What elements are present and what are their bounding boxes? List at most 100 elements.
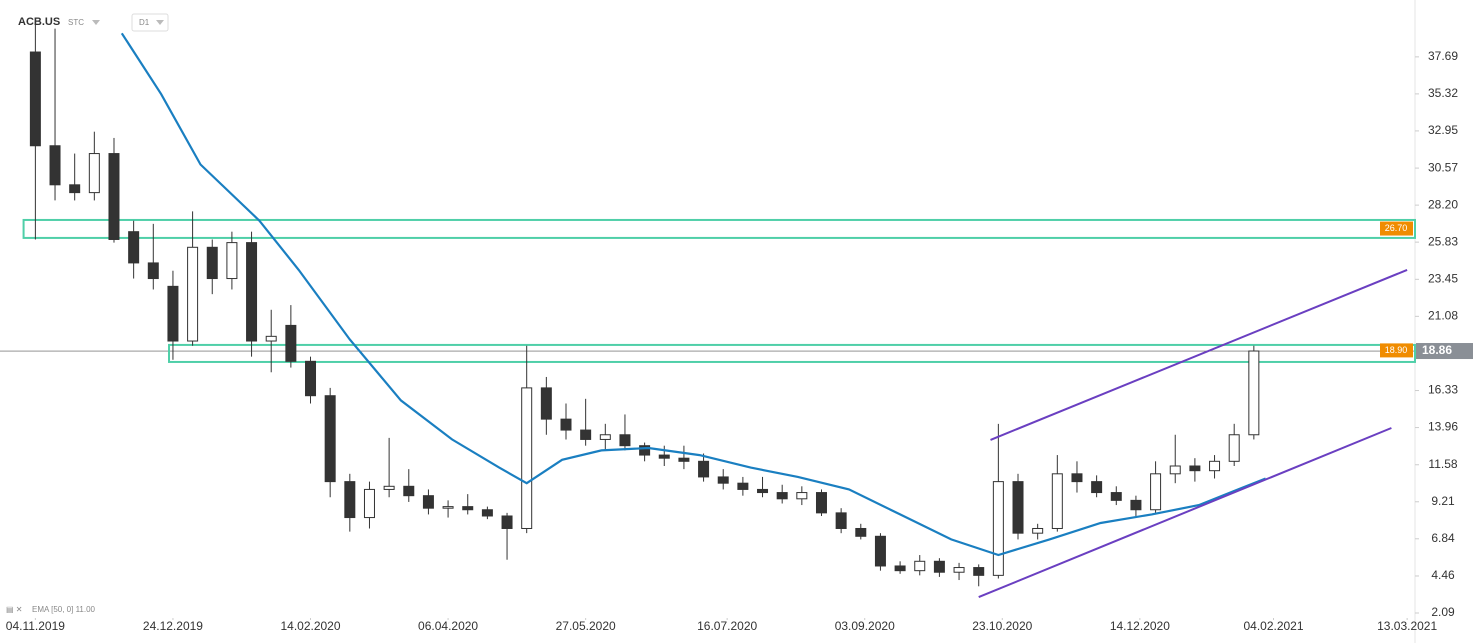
y-tick-label: 2.09 — [1431, 605, 1455, 619]
y-tick-label: 16.33 — [1428, 383, 1458, 397]
candle-body — [914, 560, 926, 572]
candle-body — [246, 242, 258, 342]
candle-body — [363, 488, 375, 519]
zone-level-label: 18.90 — [1385, 345, 1408, 355]
candle-body — [305, 360, 317, 397]
candle-body — [265, 335, 277, 342]
candle-body — [757, 488, 769, 494]
candle-body — [1248, 350, 1260, 436]
zone-level-label: 26.70 — [1385, 223, 1408, 233]
x-tick-label: 13.03.2021 — [1377, 619, 1437, 633]
y-tick-label: 13.96 — [1428, 420, 1458, 434]
y-tick-label: 30.57 — [1428, 160, 1458, 174]
candle-body — [226, 242, 238, 280]
candle-body — [344, 481, 356, 519]
y-tick-label: 28.20 — [1428, 197, 1458, 211]
candle-body — [403, 485, 415, 497]
ema-line — [120, 32, 1267, 557]
candle-body — [88, 153, 100, 194]
x-tick-label: 27.05.2020 — [556, 619, 616, 633]
interval-box[interactable] — [131, 13, 169, 32]
candle-body — [953, 567, 965, 573]
candle-body — [737, 482, 749, 490]
x-tick-label: 16.07.2020 — [697, 619, 757, 633]
candle-body — [383, 485, 395, 490]
candle-body — [619, 434, 631, 447]
candle-body — [1169, 465, 1181, 475]
y-tick-label: 21.08 — [1428, 309, 1458, 323]
candle-body — [442, 506, 454, 509]
candle-body — [1051, 473, 1063, 529]
candle-body — [776, 492, 788, 500]
candle-body — [678, 457, 690, 462]
candle-body — [835, 512, 847, 529]
x-tick-label: 23.10.2020 — [972, 619, 1032, 633]
interval-dropdown[interactable] — [156, 20, 164, 25]
candle-body — [422, 495, 434, 509]
candle-body — [874, 535, 886, 567]
candle-body — [933, 560, 945, 573]
candle-body — [167, 285, 179, 342]
candle-body — [324, 395, 336, 483]
indicator-controls[interactable]: ▤ ✕ — [6, 605, 22, 614]
candle-body — [599, 434, 611, 440]
candle-body — [147, 262, 159, 280]
last-price-box — [1416, 343, 1473, 360]
candle-body — [128, 231, 140, 264]
indicator-label: EMA [50, 0] 11.00 — [32, 605, 96, 614]
candle-body — [1150, 473, 1162, 511]
candle-body — [481, 509, 493, 517]
candle-body — [1209, 460, 1221, 472]
candle-body — [108, 153, 120, 240]
candle-body — [521, 387, 533, 529]
candle-body — [187, 246, 199, 342]
y-tick-label: 6.84 — [1431, 531, 1455, 545]
candle-body — [462, 506, 474, 511]
candle-body — [639, 445, 651, 456]
candle-body — [1110, 492, 1122, 501]
candle-body — [1189, 465, 1201, 472]
zone — [22, 218, 1416, 239]
candle-body — [285, 324, 297, 362]
candle-body — [815, 492, 827, 514]
zone — [168, 343, 1416, 363]
trendline — [990, 268, 1408, 441]
candle-body — [501, 515, 513, 529]
x-tick-label: 06.04.2020 — [418, 619, 478, 633]
source-dropdown[interactable] — [92, 20, 100, 25]
source[interactable]: STC — [68, 18, 84, 27]
last-price-label: 18.86 — [1422, 343, 1452, 357]
candle-body — [717, 476, 729, 484]
candle-body — [1091, 481, 1103, 494]
y-tick-label: 37.69 — [1428, 49, 1458, 63]
candle-body — [973, 567, 985, 576]
candle-body — [206, 246, 218, 280]
candle-body — [49, 145, 61, 186]
candle-body — [1032, 527, 1044, 534]
y-tick-label: 23.45 — [1428, 271, 1458, 285]
x-tick-label: 24.12.2019 — [143, 619, 203, 633]
candle-body — [540, 387, 552, 420]
x-tick-label: 14.02.2020 — [280, 619, 340, 633]
candle-body — [658, 454, 670, 459]
y-tick-label: 4.46 — [1431, 568, 1455, 582]
x-tick-label: 04.11.2019 — [6, 619, 65, 633]
candle-body — [698, 460, 710, 478]
x-tick-label: 04.02.2021 — [1243, 619, 1303, 633]
candle-body — [1012, 481, 1024, 534]
candle-body — [1228, 434, 1240, 462]
y-tick-label: 35.32 — [1428, 86, 1458, 100]
trendline — [978, 427, 1392, 599]
zone-level-box — [1380, 343, 1413, 358]
x-tick-label: 03.09.2020 — [835, 619, 895, 633]
candle-body — [560, 418, 572, 431]
y-tick-label: 32.95 — [1428, 123, 1458, 137]
candle-body — [1130, 499, 1142, 511]
zone-level-box — [1380, 221, 1413, 236]
candle-body — [992, 481, 1004, 576]
symbol: ACB.US — [18, 16, 60, 28]
interval[interactable]: D1 — [139, 18, 150, 27]
candle-body — [855, 527, 867, 537]
